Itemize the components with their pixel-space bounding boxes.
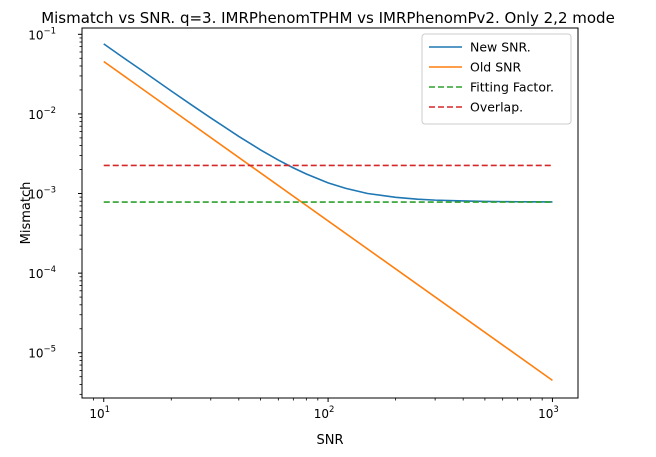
legend-label-2: Fitting Factor. — [470, 80, 554, 95]
y-tick-label-3: 10−2 — [28, 106, 56, 122]
series-line-1 — [103, 60, 553, 381]
y-tick-label-4: 10−1 — [28, 26, 56, 42]
legend-label-0: New SNR. — [470, 40, 531, 55]
y-tick-label-0: 10−5 — [28, 345, 56, 361]
legend-box — [421, 33, 572, 125]
x-tick-label-2: 103 — [538, 405, 559, 421]
x-tick-label-0: 101 — [89, 405, 110, 421]
legend-label-3: Overlap. — [470, 100, 523, 115]
y-tick-label-1: 10−4 — [28, 265, 56, 281]
legend-label-1: Old SNR — [470, 60, 522, 75]
y-axis-label: Mismatch — [19, 182, 34, 245]
x-axis-label: SNR — [316, 433, 343, 448]
plot-frame — [81, 27, 579, 399]
chart-title: Mismatch vs SNR. q=3. IMRPhenomTPHM vs I… — [41, 9, 615, 27]
legend: New SNR. Old SNR Fitting Factor. Overlap. — [421, 33, 572, 125]
x-tick-label-1: 102 — [314, 405, 335, 421]
